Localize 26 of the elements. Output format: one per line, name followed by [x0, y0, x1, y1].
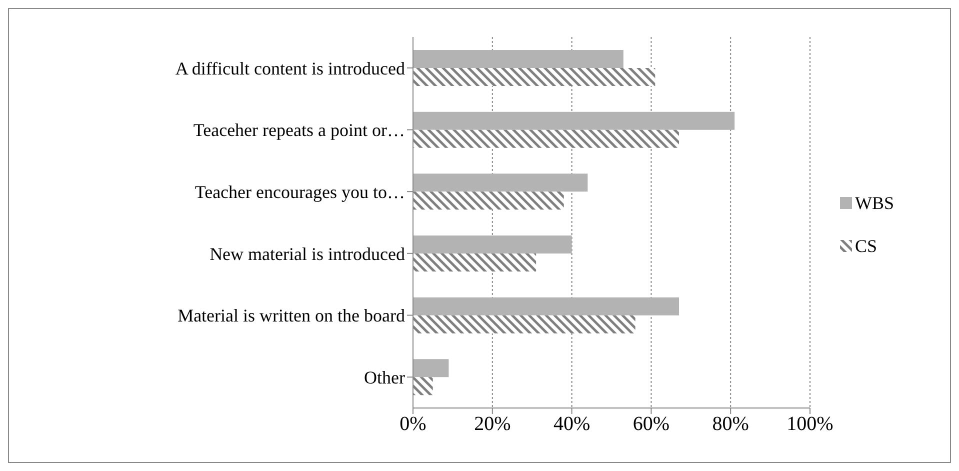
- bar: [413, 68, 656, 86]
- legend-label: CS: [855, 236, 878, 256]
- bar: [413, 174, 588, 192]
- bar: [413, 253, 536, 272]
- bar: [413, 192, 564, 210]
- y-tick-label: Material is written on the board: [178, 306, 405, 326]
- x-tick-label: 80%: [712, 413, 749, 436]
- y-tick-label: A difficult content is introduced: [175, 58, 405, 78]
- bar: [413, 359, 449, 378]
- y-tick-label: Teaceher repeats a point or…: [193, 120, 405, 140]
- bar: [413, 235, 572, 254]
- bar: [413, 377, 433, 396]
- x-tick-label: 40%: [553, 413, 590, 436]
- x-tick-label: 60%: [632, 413, 670, 436]
- bar: [413, 130, 679, 148]
- bar: [413, 297, 679, 316]
- bar: [413, 50, 624, 68]
- x-tick-label: 20%: [474, 413, 511, 436]
- x-tick-label: 100%: [786, 413, 834, 436]
- y-tick-label: Other: [364, 367, 406, 388]
- legend-label: WBS: [855, 192, 894, 214]
- y-tick-label: Teacher encourages you to…: [194, 182, 405, 202]
- bar: [413, 315, 636, 334]
- x-tick-label: 0%: [400, 413, 426, 436]
- y-tick-label: New material is introduced: [210, 244, 405, 264]
- bar: [413, 112, 735, 130]
